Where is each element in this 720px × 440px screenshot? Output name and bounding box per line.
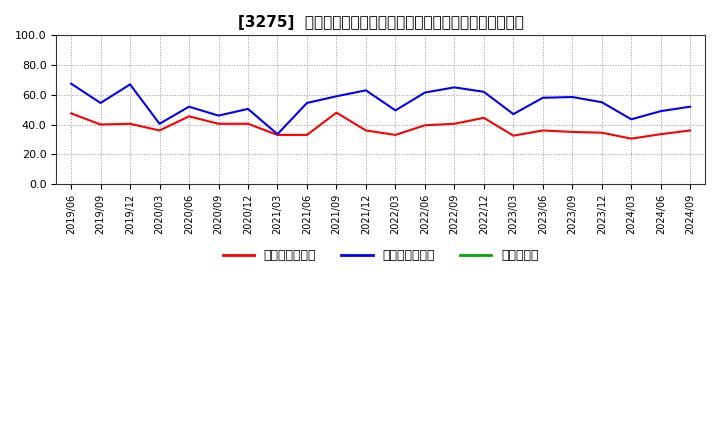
Title: [3275]  売上債権回転率、買入債務回転率、在庫回転率の推移: [3275] 売上債権回転率、買入債務回転率、在庫回転率の推移 [238, 15, 523, 30]
Legend: 売上債権回転率, 買入債務回転率, 在庫回転率: 売上債権回転率, 買入債務回転率, 在庫回転率 [217, 244, 544, 267]
